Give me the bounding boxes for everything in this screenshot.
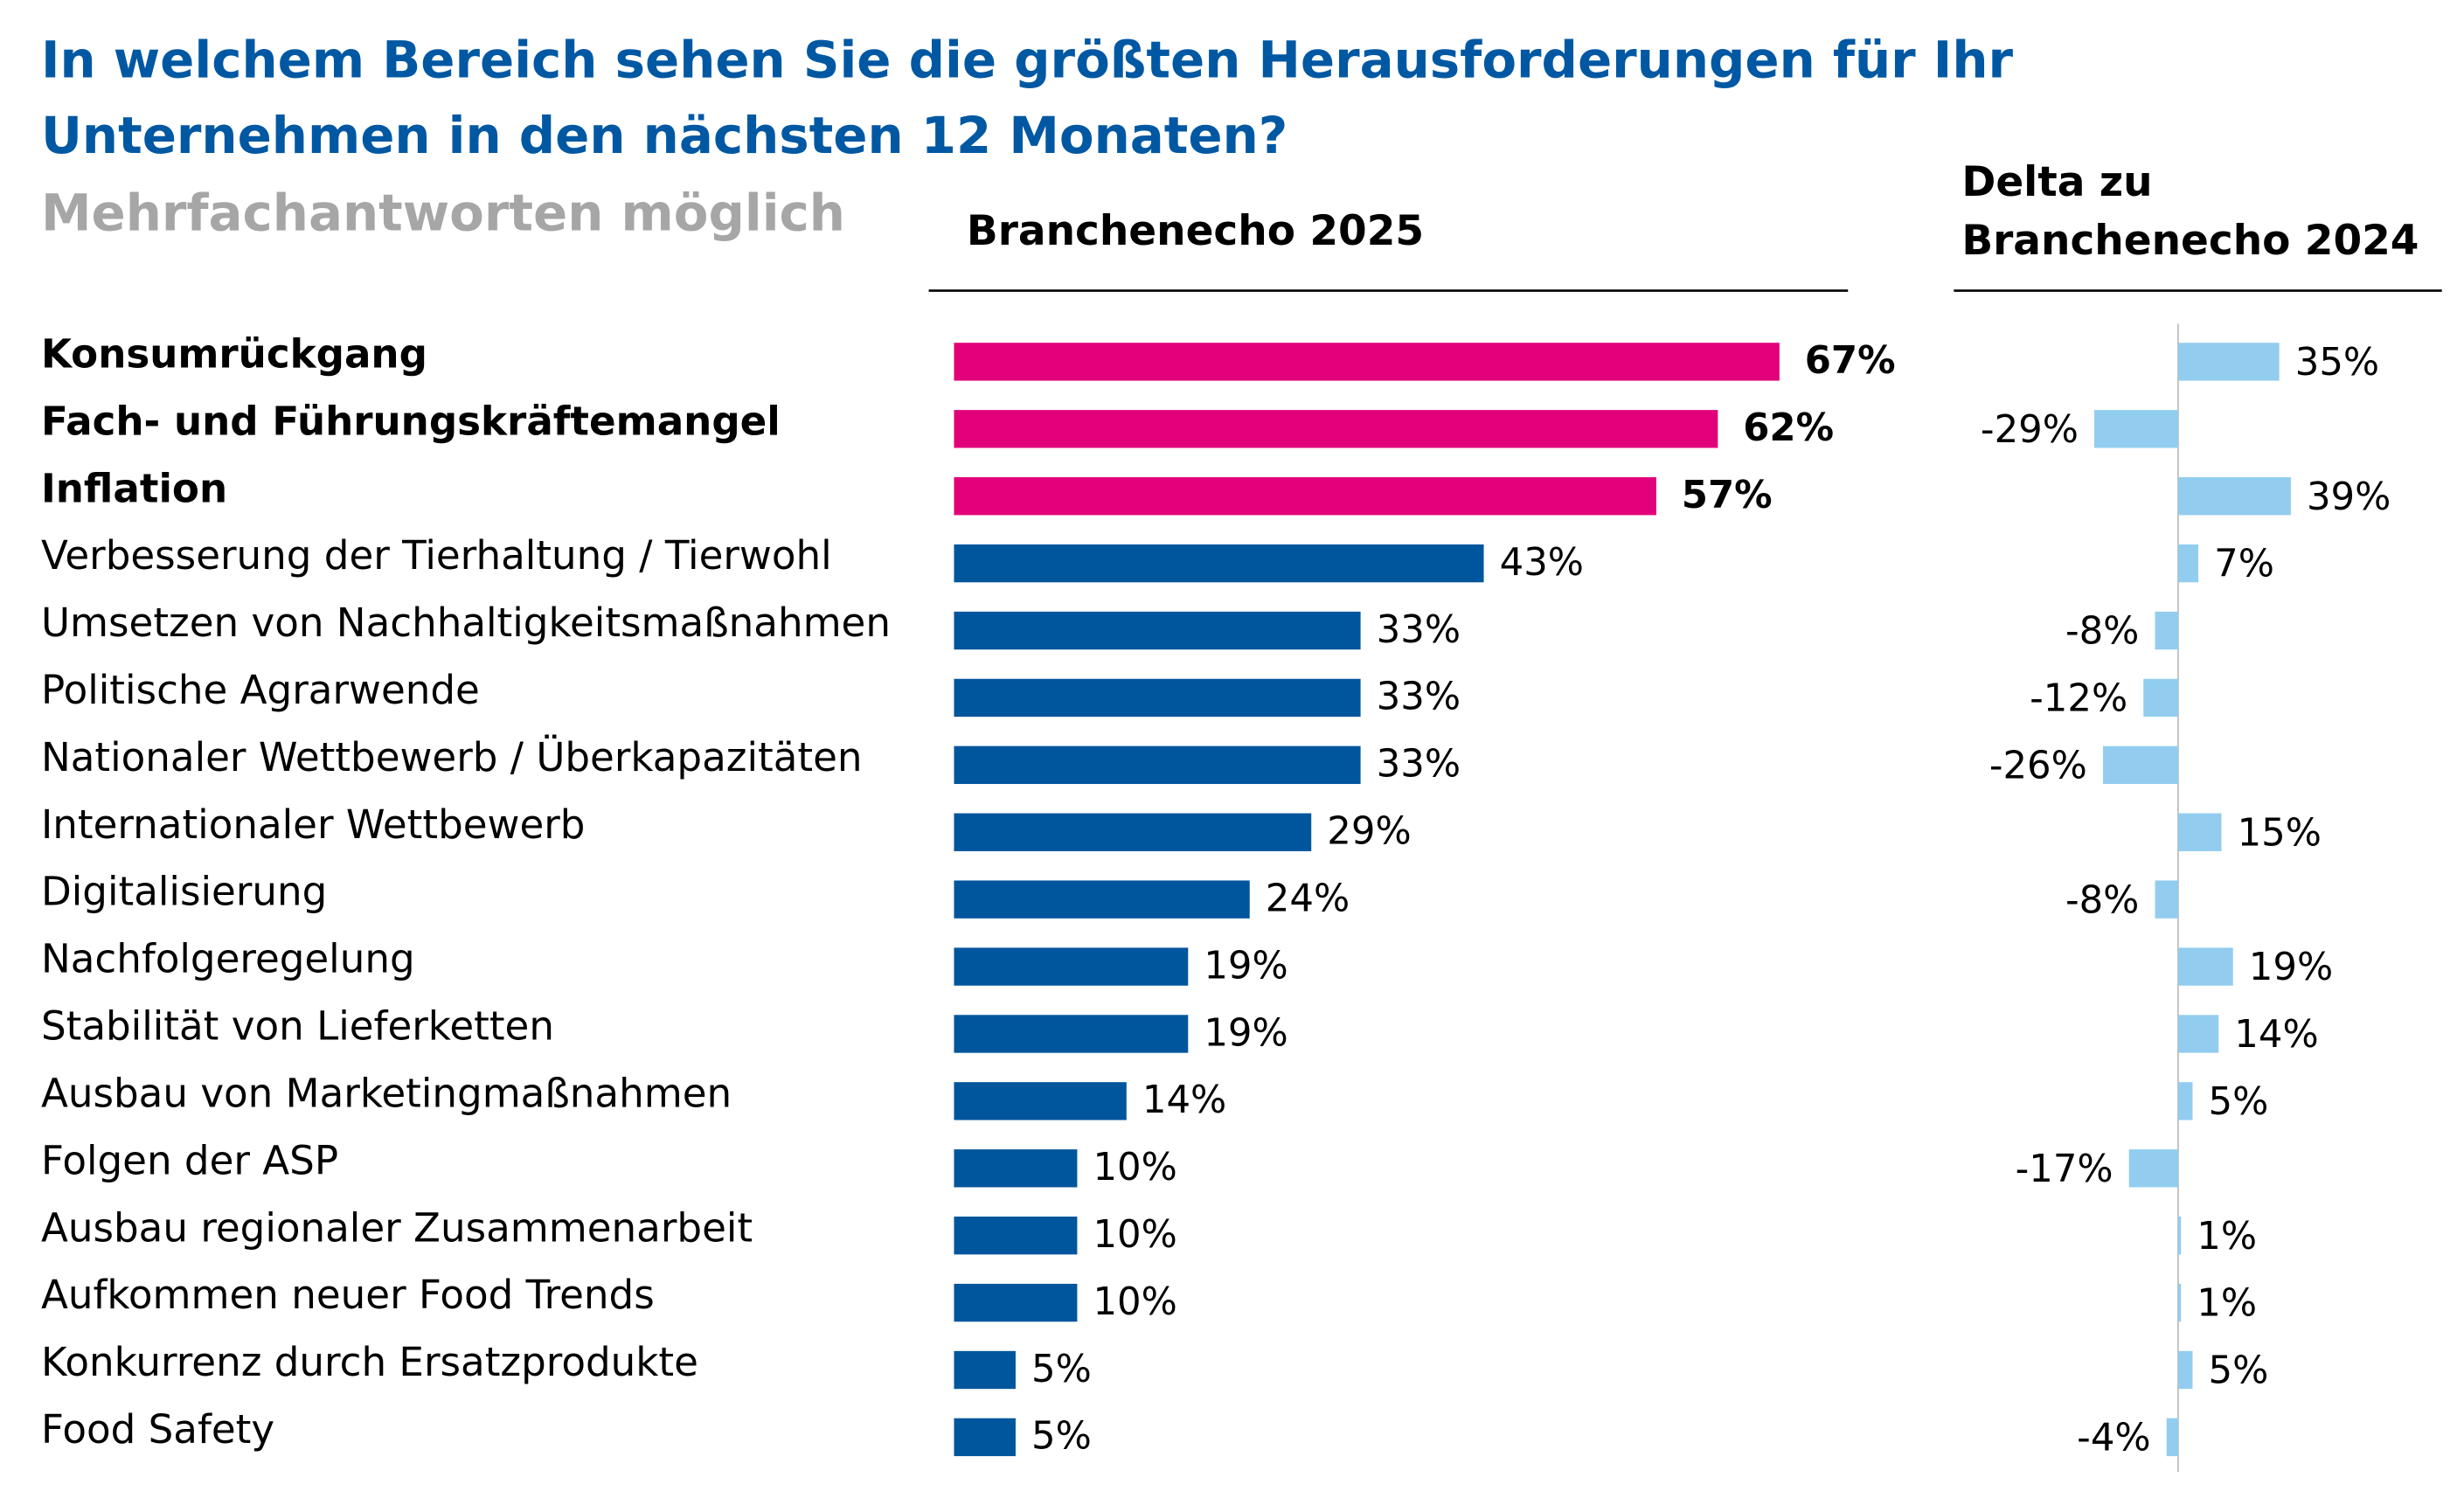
value-label: 10% bbox=[1093, 1280, 1176, 1324]
delta-bar bbox=[2177, 1283, 2182, 1322]
value-label: 29% bbox=[1327, 810, 1411, 854]
delta-label: 14% bbox=[2234, 1013, 2318, 1057]
delta-label: -8% bbox=[2065, 610, 2139, 654]
delta-label: 15% bbox=[2238, 811, 2322, 855]
category-label: Internationaler Wettbewerb bbox=[41, 801, 586, 848]
delta-bar bbox=[2166, 1418, 2178, 1457]
delta-bar bbox=[2094, 410, 2178, 448]
value-label: 19% bbox=[1204, 944, 1288, 988]
category-label: Ausbau regionaler Zusammenarbeit bbox=[41, 1204, 753, 1251]
value-label: 33% bbox=[1377, 743, 1461, 787]
value-label: 33% bbox=[1377, 676, 1461, 719]
value-label: 43% bbox=[1500, 541, 1584, 585]
bar bbox=[954, 1082, 1127, 1120]
panel-title: Branchenecho 2024 bbox=[1961, 217, 2419, 265]
bar bbox=[954, 544, 1484, 583]
delta-bar bbox=[2128, 1149, 2178, 1188]
bar bbox=[954, 1418, 1016, 1457]
category-label: Folgen der ASP bbox=[41, 1137, 338, 1183]
delta-label: 5% bbox=[2209, 1080, 2269, 1124]
value-label: 14% bbox=[1142, 1078, 1226, 1122]
delta-label: 39% bbox=[2307, 475, 2391, 519]
delta-bar bbox=[2143, 678, 2178, 718]
bar bbox=[954, 1015, 1189, 1053]
delta-bar bbox=[2177, 813, 2222, 851]
delta-label: 1% bbox=[2197, 1282, 2257, 1326]
value-label: 57% bbox=[1682, 474, 1773, 517]
title-line: Unternehmen in den nächsten 12 Monaten? bbox=[41, 106, 1288, 165]
value-label: 5% bbox=[1031, 1415, 1092, 1459]
category-label: Politische Agrarwende bbox=[41, 667, 480, 713]
delta-label: -29% bbox=[1981, 408, 2079, 452]
value-label: 62% bbox=[1743, 406, 1834, 450]
bar bbox=[954, 343, 1780, 381]
value-label: 33% bbox=[1377, 608, 1461, 652]
delta-bar bbox=[2177, 343, 2280, 381]
bar bbox=[954, 1217, 1078, 1255]
bar bbox=[954, 477, 1656, 516]
panel-title: Branchenecho 2025 bbox=[967, 207, 1424, 255]
delta-bar bbox=[2177, 1217, 2182, 1255]
value-label: 19% bbox=[1204, 1011, 1288, 1055]
bar bbox=[954, 611, 1361, 650]
delta-label: -4% bbox=[2077, 1417, 2150, 1460]
delta-bar bbox=[2177, 1350, 2193, 1390]
bar bbox=[954, 1149, 1078, 1188]
category-label: Aufkommen neuer Food Trends bbox=[41, 1272, 655, 1318]
category-label: Stabilität von Lieferketten bbox=[41, 1003, 554, 1050]
category-label: Nationaler Wettbewerb / Überkapazitäten bbox=[41, 734, 863, 780]
delta-label: -26% bbox=[1989, 744, 2087, 787]
delta-label: 19% bbox=[2249, 946, 2333, 989]
bar bbox=[954, 1350, 1016, 1390]
category-label: Food Safety bbox=[41, 1406, 274, 1453]
delta-label: 1% bbox=[2197, 1215, 2257, 1259]
value-label: 24% bbox=[1266, 877, 1350, 920]
category-label: Nachfolgeregelung bbox=[41, 936, 415, 982]
category-label: Verbesserung der Tierhaltung / Tierwohl bbox=[41, 532, 832, 579]
bar bbox=[954, 746, 1361, 785]
delta-bar bbox=[2177, 947, 2233, 986]
delta-label: -12% bbox=[2030, 677, 2127, 721]
delta-label: 7% bbox=[2214, 543, 2274, 586]
value-label: 5% bbox=[1031, 1348, 1092, 1391]
subtitle: Mehrfachantworten möglich bbox=[41, 184, 845, 243]
panel-title: Delta zu bbox=[1961, 158, 2152, 206]
value-label: 67% bbox=[1805, 339, 1896, 383]
bar bbox=[954, 947, 1189, 986]
category-label: Digitalisierung bbox=[41, 869, 327, 915]
title-line: In welchem Bereich sehen Sie die größten… bbox=[41, 30, 2014, 89]
value-label: 10% bbox=[1093, 1146, 1176, 1189]
delta-label: 5% bbox=[2209, 1349, 2269, 1393]
bar bbox=[954, 1283, 1078, 1322]
bar bbox=[954, 880, 1250, 919]
bar bbox=[954, 410, 1718, 448]
delta-bar bbox=[2155, 880, 2178, 919]
category-label: Ausbau von Marketingmaßnahmen bbox=[41, 1070, 732, 1116]
delta-bar bbox=[2155, 611, 2178, 650]
category-label: Umsetzen von Nachhaltigkeitsmaßnahmen bbox=[41, 600, 891, 646]
delta-label: 35% bbox=[2295, 341, 2379, 385]
delta-bar bbox=[2177, 544, 2199, 583]
delta-bar bbox=[2177, 1082, 2193, 1120]
delta-bar bbox=[2177, 1015, 2219, 1053]
category-label: Fach- und Führungskräftemangel bbox=[41, 398, 781, 444]
category-label: Inflation bbox=[41, 465, 227, 511]
bar bbox=[954, 813, 1312, 851]
category-label: Konkurrenz durch Ersatzprodukte bbox=[41, 1339, 698, 1385]
delta-label: -17% bbox=[2016, 1148, 2113, 1191]
category-label: Konsumrückgang bbox=[41, 330, 427, 377]
delta-bar bbox=[2177, 477, 2291, 516]
bar bbox=[954, 678, 1361, 718]
value-label: 10% bbox=[1093, 1213, 1176, 1257]
delta-label: -8% bbox=[2065, 878, 2139, 922]
delta-bar bbox=[2102, 746, 2178, 785]
